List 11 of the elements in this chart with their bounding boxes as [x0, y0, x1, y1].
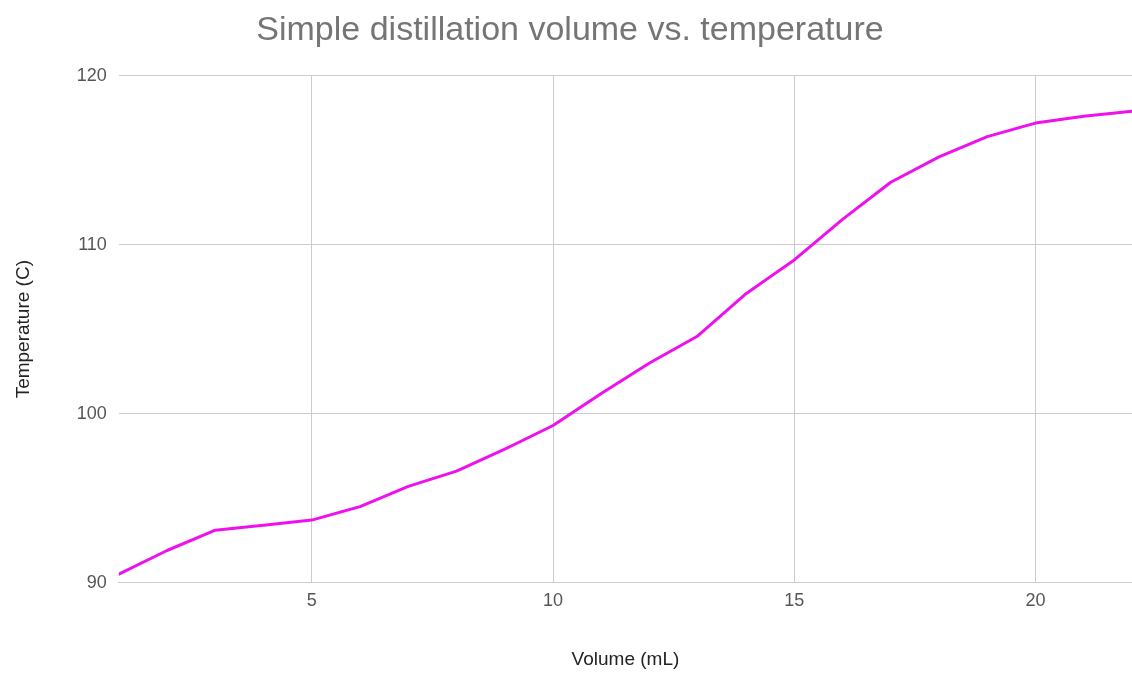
x-axis-title: Volume (mL)	[571, 647, 680, 669]
y-tick-label: 90	[86, 571, 107, 592]
x-tick-label: 5	[306, 590, 317, 611]
y-tick-label: 110	[78, 233, 107, 254]
x-tick-label: 10	[543, 590, 564, 611]
y-tick-label: 100	[76, 402, 107, 423]
y-tick-label: 120	[76, 64, 107, 85]
chart-title: Simple distillation volume vs. temperature	[256, 8, 884, 47]
x-tick-label: 20	[1025, 590, 1046, 611]
y-axis-title: Temperature (C)	[11, 260, 33, 399]
x-tick-label: 15	[784, 590, 805, 611]
